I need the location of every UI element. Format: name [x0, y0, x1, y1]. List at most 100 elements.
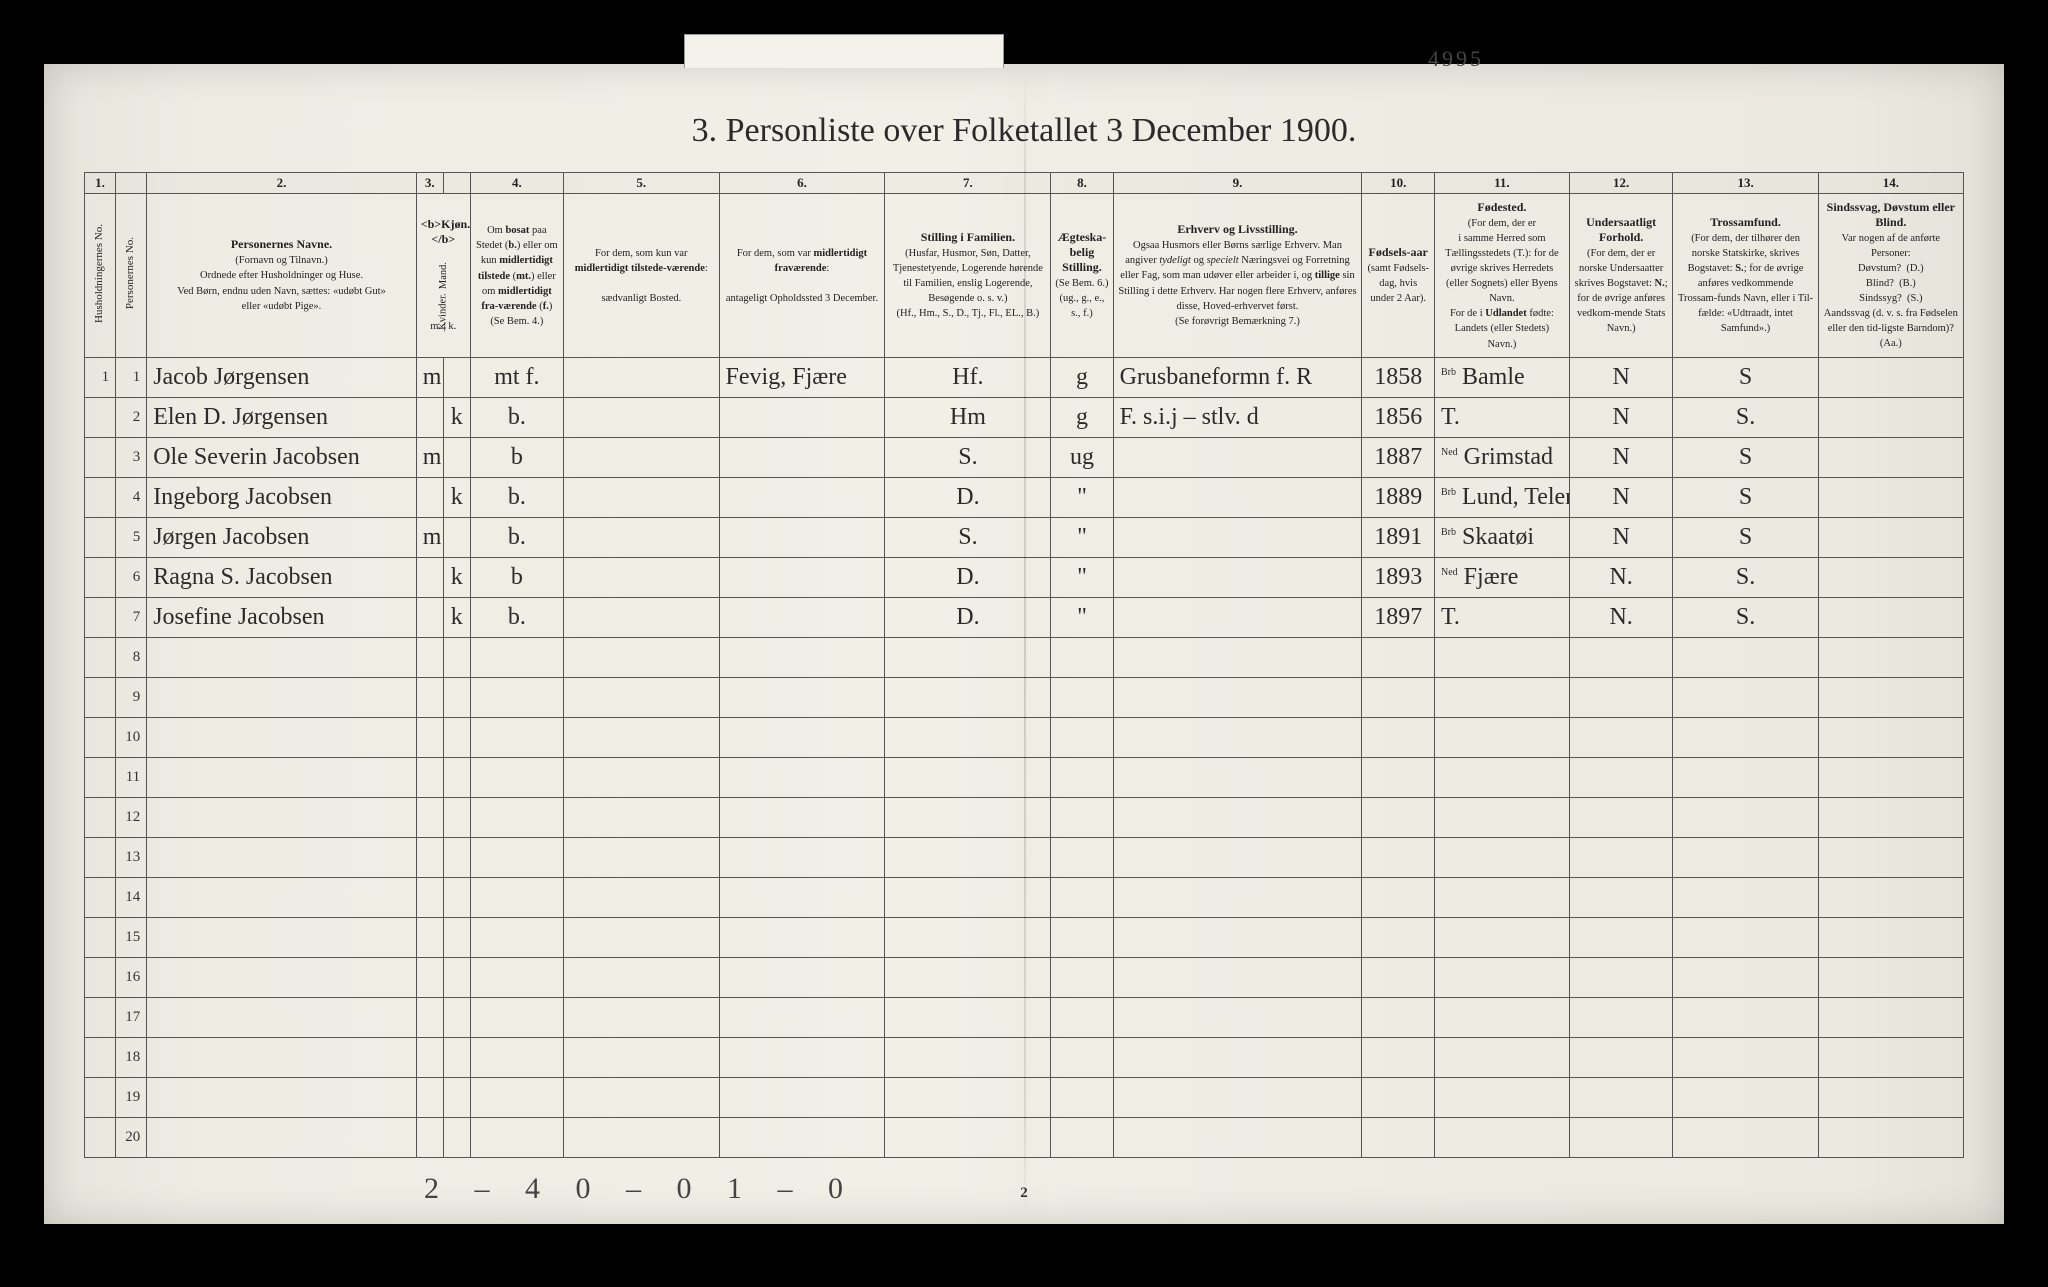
cell — [1051, 957, 1113, 997]
cell: " — [1051, 557, 1113, 597]
cell — [416, 917, 443, 957]
cell — [1818, 757, 1963, 797]
bottom-page-num: 2 — [1020, 1185, 1028, 1202]
cell: 11 — [116, 757, 147, 797]
cell: g — [1051, 397, 1113, 437]
cell — [443, 797, 470, 837]
cell — [416, 557, 443, 597]
hdr-8: Ægteska-belig Stilling.(Se Bem. 6.)(ug.,… — [1051, 193, 1113, 357]
cell — [719, 957, 885, 997]
cell — [416, 477, 443, 517]
cell: 2 — [116, 397, 147, 437]
cell — [1051, 997, 1113, 1037]
cell — [85, 477, 116, 517]
cell: 1858 — [1362, 357, 1435, 397]
cell: T. — [1435, 597, 1570, 637]
hdr-1b: Personernes No. — [116, 193, 147, 357]
cell: 1 — [116, 357, 147, 397]
cell: b — [470, 437, 563, 477]
cell — [564, 757, 720, 797]
cell: T. — [1435, 397, 1570, 437]
cell: m — [416, 357, 443, 397]
cell — [1673, 637, 1818, 677]
hdr-9: Erhverv og Livsstilling.Ogsaa Husmors el… — [1113, 193, 1362, 357]
cell — [1435, 837, 1570, 877]
cell — [1569, 677, 1673, 717]
cell — [443, 917, 470, 957]
cell: 7 — [116, 597, 147, 637]
cell — [1435, 877, 1570, 917]
cell — [1818, 877, 1963, 917]
cell — [1113, 837, 1362, 877]
cell — [85, 517, 116, 557]
cell — [1435, 717, 1570, 757]
cell: b. — [470, 517, 563, 557]
cell — [1362, 877, 1435, 917]
cell — [1569, 957, 1673, 997]
hdr-11: Fødested.(For dem, der eri samme Herred … — [1435, 193, 1570, 357]
cell — [564, 357, 720, 397]
cell — [443, 997, 470, 1037]
cell — [1113, 557, 1362, 597]
cell — [416, 677, 443, 717]
cell — [1051, 677, 1113, 717]
bottom-scrawl: 2 – 4 0 – 0 1 – 0 — [424, 1172, 857, 1206]
cell — [1113, 677, 1362, 717]
cell: N — [1569, 437, 1673, 477]
cell: S. — [1673, 597, 1818, 637]
cell: Elen D. Jørgensen — [147, 397, 417, 437]
cell — [85, 1037, 116, 1077]
cell — [719, 757, 885, 797]
cell: N — [1569, 357, 1673, 397]
colnum-9: 8. — [1051, 172, 1113, 193]
cell: 3 — [116, 437, 147, 477]
cell: 6 — [116, 557, 147, 597]
cell — [1818, 1077, 1963, 1117]
cell — [1818, 717, 1963, 757]
cell — [719, 437, 885, 477]
cell — [147, 717, 417, 757]
cell — [564, 1037, 720, 1077]
cell — [1113, 957, 1362, 997]
cell — [1051, 757, 1113, 797]
cell — [1569, 797, 1673, 837]
cell — [1435, 997, 1570, 1037]
hdr-3-title: <b>Kjøn.</b> — [421, 217, 470, 246]
cell: Jacob Jørgensen — [147, 357, 417, 397]
cell — [564, 557, 720, 597]
cell — [416, 1037, 443, 1077]
cell — [1435, 1037, 1570, 1077]
cell — [1818, 677, 1963, 717]
cell: Josefine Jacobsen — [147, 597, 417, 637]
cell — [564, 437, 720, 477]
cell — [719, 1037, 885, 1077]
cell: m — [416, 517, 443, 557]
cell: Ned Grimstad — [1435, 437, 1570, 477]
center-fold — [1024, 64, 1026, 1224]
cell — [147, 637, 417, 677]
cell: k — [443, 477, 470, 517]
cell — [1435, 797, 1570, 837]
cell: Brb Lund, Telem. — [1435, 477, 1570, 517]
cell — [1362, 957, 1435, 997]
cell — [1051, 1037, 1113, 1077]
cell — [1673, 757, 1818, 797]
title-prefix: 3. — [692, 112, 718, 149]
cell — [470, 1117, 563, 1157]
cell — [1818, 437, 1963, 477]
cell — [443, 1077, 470, 1117]
top-tab — [684, 34, 1004, 68]
cell: ug — [1051, 437, 1113, 477]
cell — [1435, 637, 1570, 677]
cell — [1113, 1077, 1362, 1117]
cell: Grusbaneformn f. R — [1113, 357, 1362, 397]
cell: 20 — [116, 1117, 147, 1157]
hdr-3b: Kvinder. — [437, 293, 450, 329]
cell — [85, 437, 116, 477]
cell — [416, 997, 443, 1037]
cell: 10 — [116, 717, 147, 757]
cell: 16 — [116, 957, 147, 997]
cell — [443, 957, 470, 997]
cell — [147, 797, 417, 837]
colnum-5: 4. — [470, 172, 563, 193]
